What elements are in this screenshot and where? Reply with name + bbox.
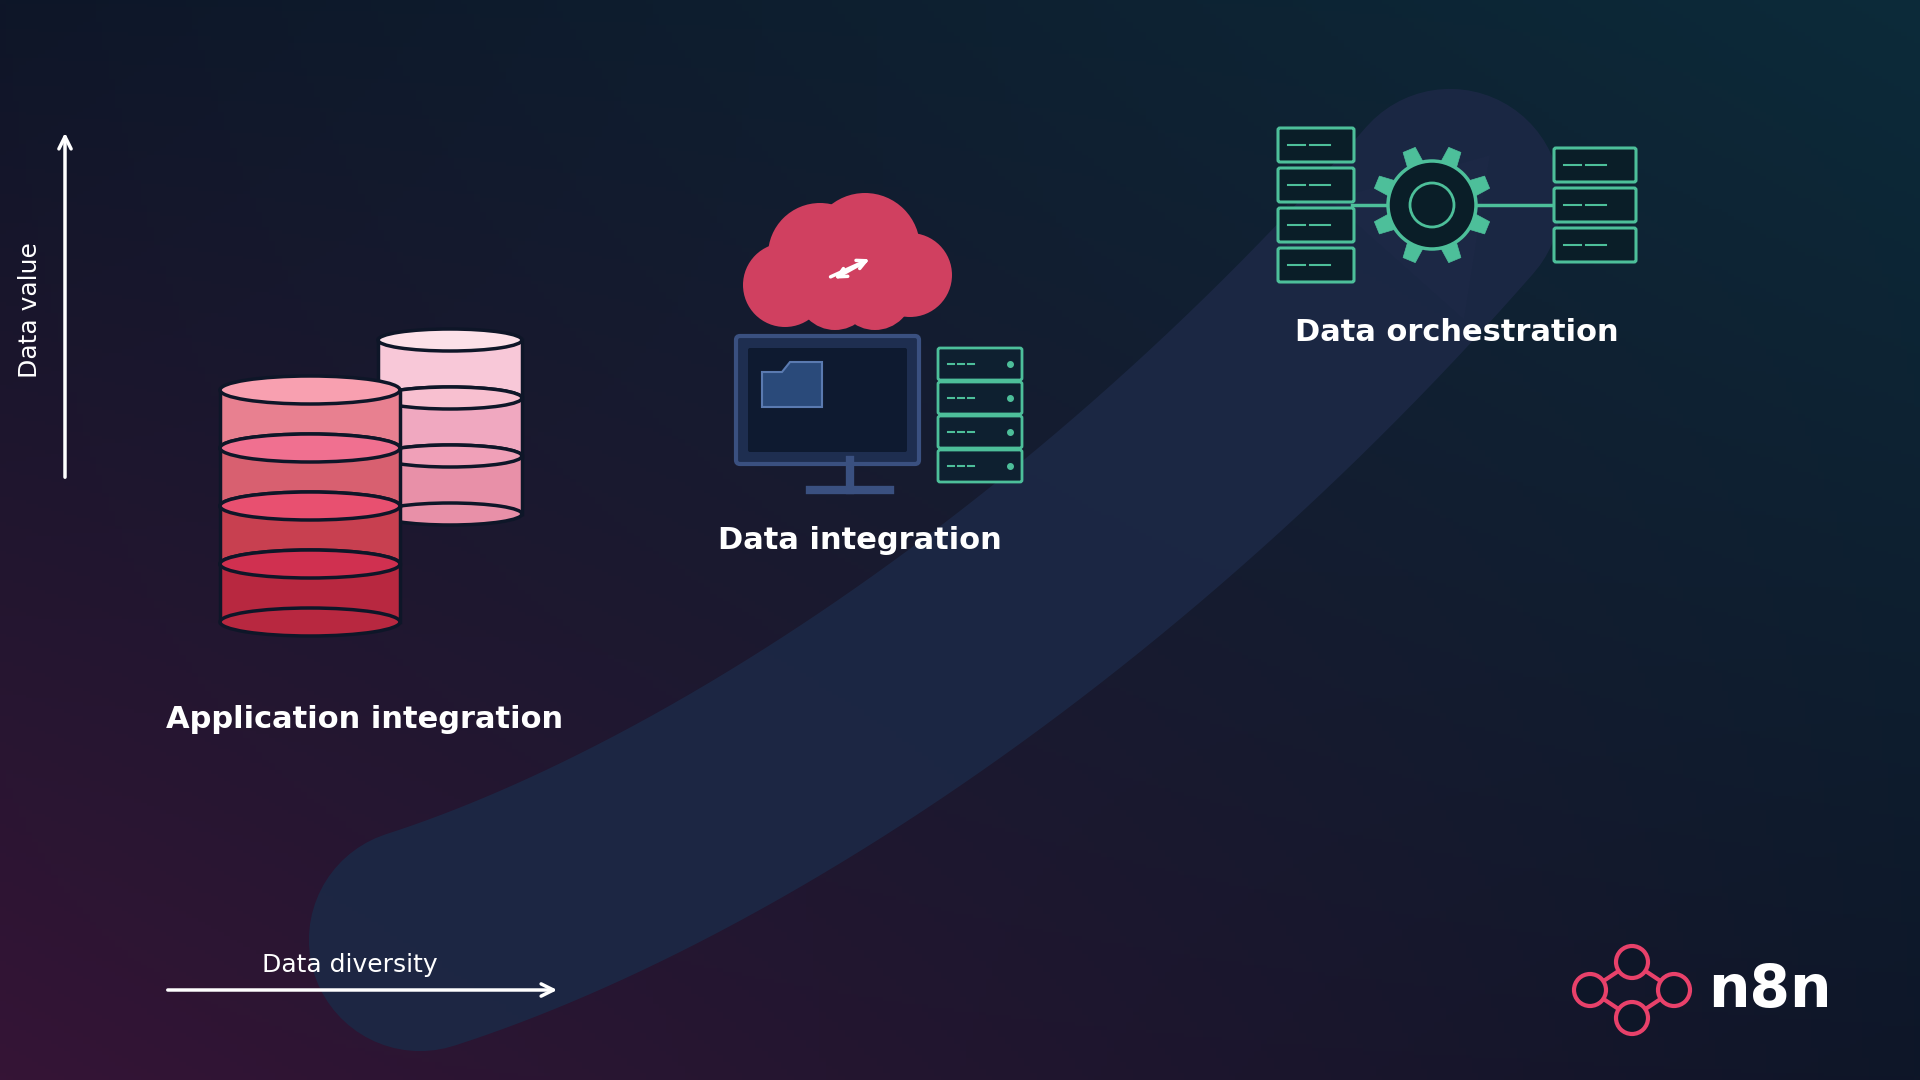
Text: Data value: Data value bbox=[17, 242, 42, 378]
FancyBboxPatch shape bbox=[939, 348, 1021, 380]
Circle shape bbox=[1388, 161, 1476, 249]
Text: Data orchestration: Data orchestration bbox=[1296, 318, 1619, 347]
FancyBboxPatch shape bbox=[939, 416, 1021, 448]
Text: Data diversity: Data diversity bbox=[263, 953, 438, 977]
Ellipse shape bbox=[378, 445, 522, 467]
Polygon shape bbox=[378, 340, 522, 399]
Ellipse shape bbox=[221, 434, 399, 462]
Polygon shape bbox=[1329, 156, 1490, 320]
FancyBboxPatch shape bbox=[735, 336, 920, 464]
Text: Data integration: Data integration bbox=[718, 526, 1002, 555]
Circle shape bbox=[1409, 183, 1453, 227]
Polygon shape bbox=[1465, 212, 1490, 234]
FancyBboxPatch shape bbox=[1553, 188, 1636, 222]
FancyBboxPatch shape bbox=[939, 450, 1021, 482]
FancyBboxPatch shape bbox=[1279, 248, 1354, 282]
Circle shape bbox=[1617, 1002, 1647, 1034]
FancyBboxPatch shape bbox=[1279, 129, 1354, 162]
FancyBboxPatch shape bbox=[1279, 168, 1354, 202]
Circle shape bbox=[1659, 974, 1690, 1005]
Ellipse shape bbox=[221, 550, 399, 578]
Polygon shape bbox=[1404, 147, 1425, 173]
Circle shape bbox=[768, 203, 872, 307]
FancyBboxPatch shape bbox=[1279, 208, 1354, 242]
Circle shape bbox=[797, 254, 874, 330]
Circle shape bbox=[1574, 974, 1605, 1005]
FancyBboxPatch shape bbox=[1553, 148, 1636, 183]
Ellipse shape bbox=[221, 492, 399, 519]
Polygon shape bbox=[221, 507, 399, 564]
Polygon shape bbox=[762, 362, 822, 407]
Text: Application integration: Application integration bbox=[167, 705, 564, 734]
Ellipse shape bbox=[221, 376, 399, 404]
Polygon shape bbox=[221, 564, 399, 622]
Polygon shape bbox=[221, 390, 399, 448]
Ellipse shape bbox=[378, 329, 522, 351]
Ellipse shape bbox=[378, 387, 522, 409]
Circle shape bbox=[743, 243, 828, 327]
Circle shape bbox=[810, 193, 920, 303]
Polygon shape bbox=[1404, 238, 1425, 262]
FancyBboxPatch shape bbox=[749, 348, 906, 453]
Polygon shape bbox=[1438, 147, 1461, 173]
Text: n8n: n8n bbox=[1709, 961, 1832, 1018]
Polygon shape bbox=[1438, 238, 1461, 262]
Ellipse shape bbox=[221, 434, 399, 462]
Polygon shape bbox=[1465, 176, 1490, 198]
Circle shape bbox=[1617, 946, 1647, 978]
Ellipse shape bbox=[221, 492, 399, 519]
FancyBboxPatch shape bbox=[939, 382, 1021, 414]
Circle shape bbox=[837, 254, 914, 330]
Polygon shape bbox=[1375, 212, 1400, 234]
Circle shape bbox=[868, 233, 952, 318]
Polygon shape bbox=[1375, 176, 1400, 198]
Polygon shape bbox=[378, 399, 522, 456]
Ellipse shape bbox=[221, 608, 399, 636]
Ellipse shape bbox=[378, 503, 522, 525]
Polygon shape bbox=[221, 448, 399, 507]
Ellipse shape bbox=[378, 387, 522, 409]
Polygon shape bbox=[378, 456, 522, 514]
Ellipse shape bbox=[221, 550, 399, 578]
Ellipse shape bbox=[378, 445, 522, 467]
FancyBboxPatch shape bbox=[1553, 228, 1636, 262]
